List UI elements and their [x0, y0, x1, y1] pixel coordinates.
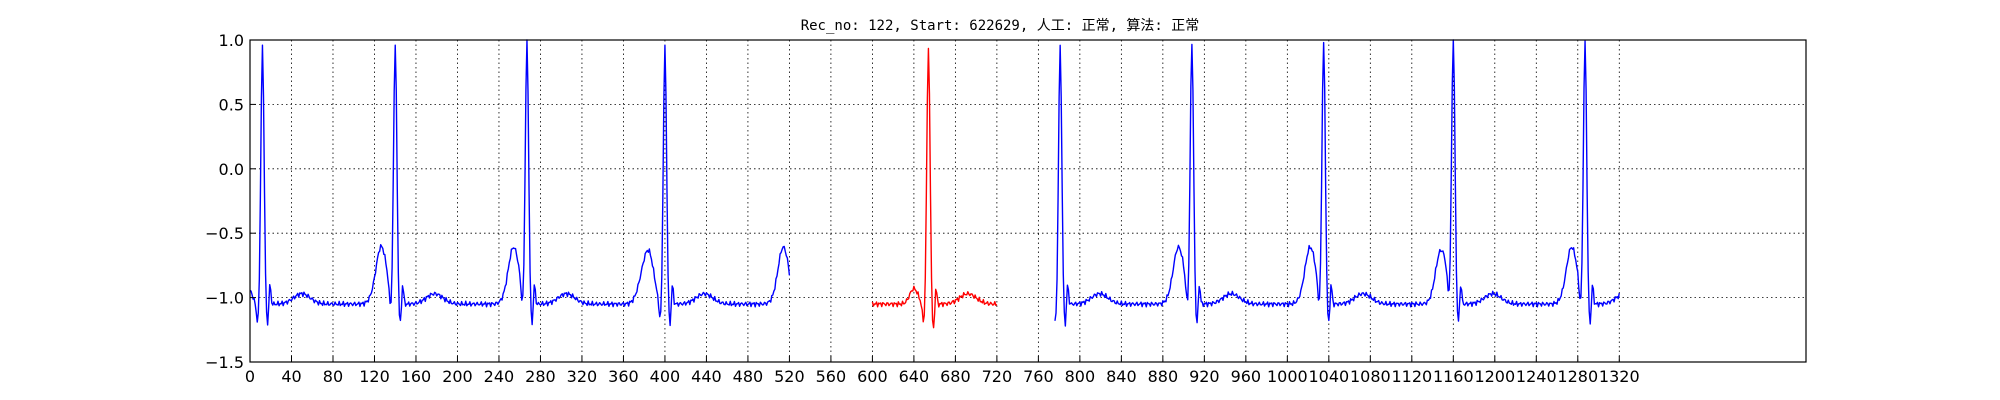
x-tick-label: 360: [608, 367, 639, 386]
x-tick-label: 240: [484, 367, 515, 386]
x-tick-label: 1200: [1474, 367, 1515, 386]
x-tick-label: 1160: [1433, 367, 1474, 386]
x-tick-label: 880: [1148, 367, 1179, 386]
x-tick-label: 1000: [1267, 367, 1308, 386]
x-tick-label: 1240: [1516, 367, 1557, 386]
chart-title: Rec_no: 122, Start: 622629, 人工: 正常, 算法: …: [801, 18, 1200, 34]
y-tick-label: 0.5: [219, 95, 244, 114]
x-tick-label: 160: [401, 367, 432, 386]
x-tick-label: 200: [442, 367, 473, 386]
y-tick-label: −1.0: [205, 289, 244, 308]
x-tick-label: 480: [733, 367, 764, 386]
x-tick-label: 800: [1065, 367, 1096, 386]
series-line-0: [1054, 39, 1620, 327]
x-tick-label: 760: [1023, 367, 1054, 386]
x-tick-label: 600: [857, 367, 888, 386]
x-tick-label: 920: [1189, 367, 1220, 386]
x-tick-label: 0: [245, 367, 255, 386]
x-tick-label: 520: [774, 367, 805, 386]
x-tick-label: 120: [359, 367, 390, 386]
x-tick-label: 320: [567, 367, 598, 386]
series-line-0: [249, 39, 791, 327]
x-tick-label: 1280: [1557, 367, 1598, 386]
x-tick-label: 720: [982, 367, 1013, 386]
x-tick-label: 280: [525, 367, 556, 386]
series-line-1: [871, 47, 998, 329]
x-tick-label: 40: [281, 367, 301, 386]
x-tick-label: 400: [650, 367, 681, 386]
x-tick-label: 560: [816, 367, 847, 386]
y-tick-label: 0.0: [219, 160, 244, 179]
grid: [250, 40, 1806, 362]
x-axis: 0 40 80 120 160 200 240 280 320 360 400 440 480 520 56…: [245, 356, 1640, 386]
y-tick-label: −1.5: [205, 353, 244, 372]
x-tick-label: 80: [323, 367, 343, 386]
x-tick-label: 640: [899, 367, 930, 386]
x-tick-label: 1320: [1599, 367, 1640, 386]
x-tick-label: 1120: [1391, 367, 1432, 386]
x-tick-label: 1040: [1308, 367, 1349, 386]
x-tick-label: 440: [691, 367, 722, 386]
y-axis: −1.5 −1.0 −0.5 0.0 0.5 1.0: [205, 31, 256, 372]
y-tick-label: −0.5: [205, 224, 244, 243]
x-tick-label: 680: [940, 367, 971, 386]
x-tick-label: 960: [1231, 367, 1262, 386]
series-layer: [249, 39, 1620, 329]
x-tick-label: 840: [1106, 367, 1137, 386]
plot-frame: [249, 39, 1807, 363]
x-tick-label: 1080: [1350, 367, 1391, 386]
y-tick-label: 1.0: [219, 31, 244, 50]
